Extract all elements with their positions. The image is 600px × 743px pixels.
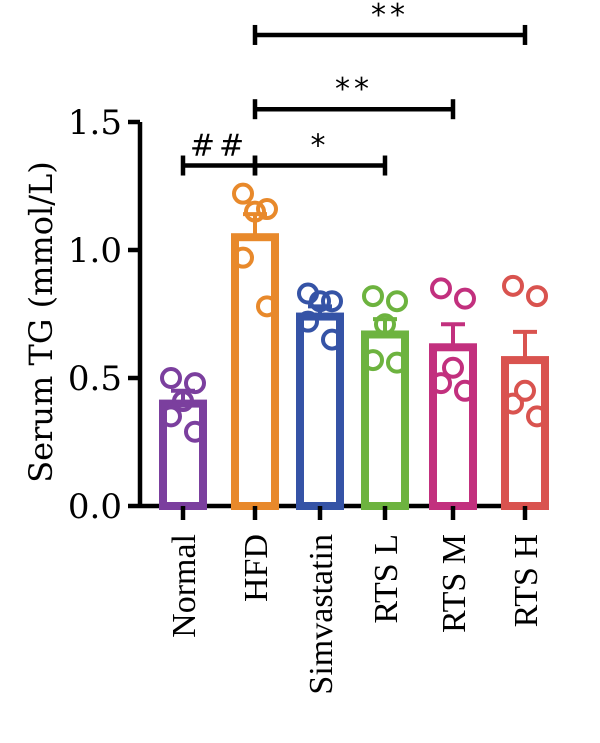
bar-rts-l — [361, 330, 409, 511]
data-point — [430, 277, 452, 300]
y-tick-label: 1.0 — [68, 231, 122, 271]
category-label: Simvastatin — [303, 534, 340, 695]
data-point — [454, 379, 476, 402]
significance-annotations: ## ***** — [180, 0, 528, 176]
category-label: Normal — [166, 534, 203, 638]
data-point — [442, 356, 464, 379]
category-label: HFD — [238, 534, 275, 602]
significance-label: ** — [335, 72, 373, 107]
data-point — [526, 285, 548, 308]
data-point — [160, 367, 182, 389]
bars — [159, 233, 549, 511]
data-point — [374, 313, 396, 336]
significance-label: ** — [371, 0, 409, 33]
data-points — [160, 182, 548, 443]
bar-rts-m — [429, 343, 477, 510]
data-point — [430, 372, 452, 395]
data-point — [321, 290, 343, 313]
y-axis-label: Serum TG (mmol/L) — [22, 161, 60, 483]
bar-hfd — [231, 233, 279, 510]
data-point — [172, 390, 194, 413]
data-point — [502, 392, 524, 415]
data-point — [362, 285, 384, 308]
data-point — [297, 310, 319, 333]
category-label: RTS M — [436, 534, 473, 633]
bar-simvastatin — [296, 312, 344, 510]
bar-normal — [159, 399, 207, 511]
data-point — [526, 405, 548, 428]
data-point — [256, 198, 278, 221]
category-label: RTS H — [508, 534, 545, 627]
data-point — [454, 287, 476, 310]
y-tick-label: 0.5 — [68, 359, 122, 399]
y-tick-label: 0.0 — [68, 487, 122, 527]
data-point — [244, 200, 266, 223]
error-bars — [171, 212, 537, 404]
y-ticks: 0.0 0.5 1.0 1.5 — [68, 103, 528, 527]
category-labels: Normal HFD Simvastatin RTS L RTS M RTS H — [166, 534, 545, 695]
data-point — [309, 290, 331, 313]
data-point — [160, 405, 182, 428]
data-point — [514, 379, 536, 402]
significance-label: * — [311, 129, 330, 164]
data-point — [184, 372, 206, 395]
y-tick-label: 1.5 — [68, 103, 122, 143]
data-point — [232, 182, 254, 205]
data-point — [386, 290, 408, 313]
data-point — [321, 328, 343, 351]
data-point — [502, 274, 524, 297]
data-point — [232, 246, 254, 269]
significance-label: ## — [190, 129, 248, 164]
category-label: RTS L — [368, 534, 405, 624]
data-point — [184, 420, 206, 443]
data-point — [386, 351, 408, 374]
data-point — [362, 349, 384, 372]
data-point — [256, 295, 278, 318]
